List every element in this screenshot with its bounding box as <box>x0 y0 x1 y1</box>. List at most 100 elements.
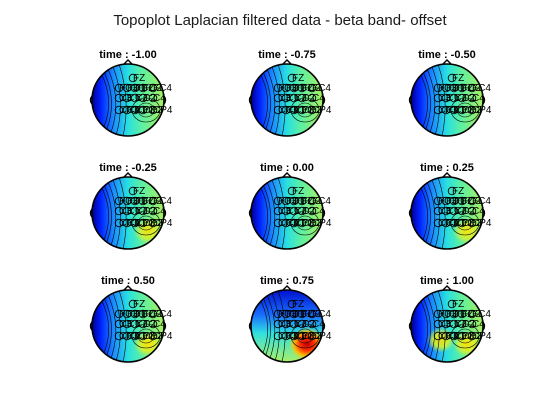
electrode-label: FZ <box>292 73 304 84</box>
contour-line <box>270 290 280 362</box>
contour-line <box>456 328 474 344</box>
electrode-marker <box>457 319 467 329</box>
electrode-label: C4 <box>153 319 166 330</box>
electrode-label: FC1 <box>286 196 305 207</box>
head-outline <box>410 289 484 363</box>
electrode-label: CZ <box>135 93 148 104</box>
electrode-marker <box>307 196 317 206</box>
electrode-label: CPZ <box>135 105 155 116</box>
electrode-label: FC4 <box>153 196 172 207</box>
electrode-marker <box>307 105 317 115</box>
nose-marker <box>123 59 133 65</box>
ear-marker <box>482 321 486 331</box>
contour-line <box>296 215 314 231</box>
electrode-label: CP1 <box>286 331 306 342</box>
electrode-label: C4 <box>312 206 325 217</box>
figure-title: Topoplot Laplacian filtered data - beta … <box>113 12 447 29</box>
electrode-marker <box>138 309 148 319</box>
electrode-label: FC3 <box>438 196 457 207</box>
electrode-label: FC2 <box>462 196 481 207</box>
electrode-label: C3 <box>438 206 451 217</box>
electrode-label: FCZ <box>294 309 313 320</box>
electrode-label: CP3 <box>278 218 298 229</box>
electrode-marker <box>457 83 467 93</box>
contour-line <box>118 290 127 362</box>
contour-line <box>290 323 320 349</box>
electrode-label: FC3 <box>278 196 297 207</box>
electrode-marker <box>457 93 467 103</box>
contour-line <box>437 290 446 362</box>
electrode-label: FC2 <box>302 83 321 94</box>
electrode-marker <box>307 93 317 103</box>
contour-line <box>430 177 440 249</box>
nose-marker <box>442 59 452 65</box>
electrode-label: CP4 <box>312 105 332 116</box>
electrode-label: CP2 <box>302 105 322 116</box>
electrode-label: CP2 <box>143 218 163 229</box>
electrode-label: CZ <box>135 206 148 217</box>
electrode-label: FC1 <box>286 309 305 320</box>
electrode-label: CP4 <box>153 218 173 229</box>
panel-title: time : -0.25 <box>99 162 156 174</box>
electrode-marker <box>307 206 317 216</box>
ear-marker <box>89 208 93 218</box>
electrode-label: FCZ <box>454 83 473 94</box>
nose-marker <box>442 172 452 178</box>
electrode-label: C3 <box>278 206 291 217</box>
electrode-label: FC4 <box>312 309 331 320</box>
electrode-marker <box>148 206 158 216</box>
electrode-label: CZ <box>294 319 307 330</box>
electrode-label: FCZ <box>135 196 154 207</box>
electrode-label: FCZ <box>294 196 313 207</box>
electrode-label: CP3 <box>119 105 139 116</box>
electrode-label: FZ <box>452 186 464 197</box>
head-outline <box>250 176 324 250</box>
panel-title: time : -0.50 <box>418 49 475 61</box>
electrode-label: FC4 <box>472 309 491 320</box>
nose-marker <box>282 172 292 178</box>
electrode-label: FC3 <box>119 196 138 207</box>
electrode-marker <box>467 93 477 103</box>
electrode-label: C1 <box>286 93 299 104</box>
ear-marker <box>248 321 252 331</box>
electrode-marker <box>467 309 477 319</box>
contour-line <box>137 102 155 118</box>
electrode-label: FC1 <box>127 83 146 94</box>
contour-line <box>450 323 480 349</box>
electrode-label: CP4 <box>153 331 173 342</box>
electrode-label: CPZ <box>135 218 155 229</box>
ear-marker <box>322 95 326 105</box>
contour-line <box>437 64 446 136</box>
electrode-label: C3 <box>438 93 451 104</box>
electrode-marker <box>138 196 148 206</box>
electrode-label: FZ <box>133 73 145 84</box>
electrode-label: CPZ <box>454 218 474 229</box>
head-outline <box>91 289 165 363</box>
electrode-label: CPZ <box>454 105 474 116</box>
electrode-marker <box>148 105 158 115</box>
topoplot-panel: time : 0.25FZFC3FC1FCZFC2FC4C3C1CZC2C4CP… <box>408 162 492 250</box>
contour-line <box>131 97 161 123</box>
contour-line <box>131 210 161 236</box>
electrode-label: CP3 <box>119 218 139 229</box>
electrode-label: FC1 <box>446 83 465 94</box>
electrode-marker <box>307 83 317 93</box>
nose-marker <box>282 285 292 291</box>
electrode-label: FC2 <box>143 196 162 207</box>
electrode-label: FC4 <box>153 83 172 94</box>
electrode-marker <box>457 309 467 319</box>
electrode-marker <box>138 206 148 216</box>
electrode-marker <box>447 299 457 309</box>
contour-line <box>277 177 286 249</box>
electrode-label: FC1 <box>127 196 146 207</box>
electrode-label: CP3 <box>438 331 458 342</box>
topoplot-panel: time : -0.25FZFC3FC1FCZFC2FC4C3C1CZC2C4C… <box>89 162 173 250</box>
scalp-map <box>411 64 483 136</box>
electrode-label: FC4 <box>312 83 331 94</box>
electrode-label: FZ <box>133 186 145 197</box>
electrode-marker <box>467 105 477 115</box>
electrode-label: FZ <box>292 299 304 310</box>
electrode-marker <box>297 309 307 319</box>
contour-line <box>456 215 474 231</box>
